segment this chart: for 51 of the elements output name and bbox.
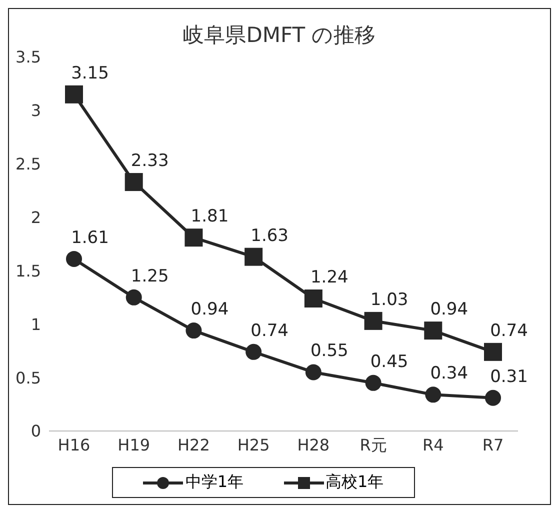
- data-label: 0.74: [490, 320, 528, 341]
- point: [246, 344, 262, 360]
- point: [186, 322, 202, 339]
- y-tick-label: 0.5: [16, 368, 41, 388]
- data-label: 1.61: [71, 228, 109, 248]
- data-label: 1.81: [190, 206, 229, 227]
- x-tick-label: R4: [422, 435, 444, 454]
- y-tick-label: 2: [30, 208, 41, 227]
- data-label: 1.25: [130, 266, 169, 286]
- point: [65, 85, 83, 104]
- data-label: 1.03: [370, 290, 408, 310]
- x-tick-label: R元: [360, 435, 387, 454]
- point: [184, 228, 203, 247]
- x-tick-label: H19: [118, 435, 150, 454]
- data-label: 0.94: [190, 300, 229, 320]
- x-tick-label: R7: [482, 435, 504, 454]
- data-label: 1.24: [310, 267, 348, 288]
- data-label: 0.74: [250, 320, 288, 341]
- data-label: 0.55: [310, 341, 348, 362]
- y-tick-label: 1: [30, 314, 41, 334]
- point: [244, 248, 263, 266]
- data-label: 0.31: [490, 366, 528, 387]
- point: [304, 289, 322, 308]
- point: [425, 386, 442, 403]
- x-tick-label: H25: [237, 435, 270, 454]
- data-label: 2.33: [130, 151, 169, 172]
- data-label: 0.45: [370, 352, 408, 372]
- legend-label: 中学1年: [184, 472, 244, 493]
- point: [66, 250, 82, 267]
- point: [424, 322, 442, 340]
- point: [485, 390, 501, 406]
- point: [124, 173, 143, 192]
- y-tick-label: 3.5: [16, 48, 41, 67]
- x-tick-label: H16: [58, 435, 90, 454]
- legend-label: 高校1年: [324, 472, 384, 493]
- x-tick-label: H28: [297, 435, 330, 454]
- data-label: 0.34: [430, 364, 468, 384]
- point: [484, 342, 502, 361]
- chart-title: 岐阜県DMFT の推移: [182, 22, 377, 49]
- data-label: 1.63: [250, 226, 288, 246]
- x-tick-label: H22: [178, 435, 210, 454]
- data-label: 0.94: [430, 300, 468, 320]
- y-tick-label: 3: [30, 101, 41, 120]
- point: [365, 374, 382, 391]
- y-tick-label: 0: [30, 422, 41, 441]
- y-tick-label: 1.5: [16, 261, 41, 280]
- point: [305, 364, 322, 380]
- point: [364, 312, 382, 330]
- data-label: 3.15: [71, 63, 109, 84]
- y-tick-label: 2.5: [16, 154, 41, 174]
- point: [126, 289, 142, 306]
